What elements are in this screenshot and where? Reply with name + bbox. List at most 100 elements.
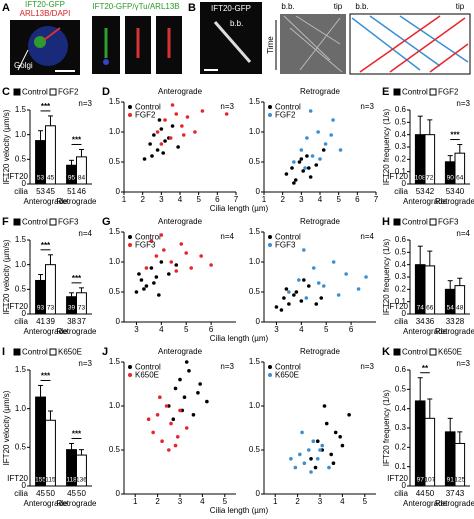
count-label: 136	[76, 477, 87, 484]
legend-label: FGF3	[58, 218, 79, 227]
cilia-count: 53	[416, 187, 425, 196]
point	[299, 299, 304, 303]
n-label: n=4	[360, 232, 374, 241]
x-tick-label: 2	[155, 497, 160, 506]
point	[305, 154, 309, 158]
n-label: n=4	[220, 232, 234, 241]
y-axis-label: IFT20 velocity (µm/s)	[2, 109, 11, 184]
point	[297, 278, 301, 282]
point	[180, 124, 184, 128]
legend-marker	[128, 243, 132, 247]
legend-marker	[128, 105, 132, 109]
point	[344, 272, 348, 276]
significance-label: ***	[41, 372, 51, 381]
image-title: IFT20-GFP	[25, 0, 65, 9]
point	[151, 430, 155, 435]
y-tick-label: 1.0	[15, 404, 27, 413]
x-tick-label: 4	[178, 195, 183, 204]
n-label: n=3	[360, 362, 374, 371]
cilia-row-label: cilia	[394, 489, 408, 498]
point	[144, 266, 149, 270]
point	[311, 266, 316, 270]
y-tick-label: 0.6	[395, 235, 407, 244]
y-tick-label: 0	[402, 481, 407, 490]
count-label: 91	[447, 477, 455, 484]
y-tick-label: 1.0	[15, 260, 27, 269]
category-label: Anterograde	[403, 499, 448, 508]
panel-letter: D	[102, 86, 110, 98]
legend-marker	[268, 243, 272, 247]
x-tick-label: 4	[318, 195, 323, 204]
panel-letter: E	[382, 86, 389, 98]
y-tick-label: 1.5	[15, 235, 27, 244]
point	[142, 157, 147, 161]
n-label: n=3	[456, 99, 470, 108]
point	[305, 136, 309, 140]
point	[142, 287, 146, 291]
subplot-title: Anterograde	[158, 87, 203, 96]
legend-marker	[268, 113, 272, 117]
point	[336, 293, 341, 297]
count-label: 108	[415, 175, 426, 182]
cilium-image	[200, 2, 262, 74]
panel-letter: F	[2, 216, 9, 228]
y-tick-label: 1.5	[249, 227, 261, 236]
point	[314, 302, 319, 306]
x-tick-label: 6	[349, 325, 354, 334]
point	[170, 124, 175, 128]
legend-marker	[268, 365, 272, 369]
y-tick-label: 0.5	[15, 442, 27, 451]
point	[171, 417, 176, 422]
legend-swatch	[393, 218, 401, 226]
point	[154, 254, 159, 258]
cilia-count: 39	[46, 317, 55, 326]
point	[176, 145, 180, 149]
point	[315, 439, 320, 444]
point	[313, 465, 318, 470]
cilia-count: 43	[455, 489, 464, 498]
count-label: 155	[35, 477, 46, 484]
category-label: Anterograde	[403, 327, 448, 336]
subplot-title: Retrograde	[300, 347, 341, 356]
point	[282, 296, 286, 300]
y-tick-label: 0.1	[395, 167, 407, 176]
cilia-count: 28	[455, 317, 464, 326]
subplot-title: Retrograde	[300, 87, 341, 96]
point	[299, 148, 304, 152]
y-tick-label: 1.0	[249, 127, 261, 136]
count-label: 39	[68, 305, 76, 312]
panel-letter: I	[2, 346, 5, 358]
point	[174, 269, 179, 273]
point	[333, 430, 338, 435]
point	[162, 248, 166, 252]
point	[292, 181, 296, 185]
category-label: Anterograde	[23, 499, 68, 508]
golgi-signal	[34, 36, 46, 48]
x-tick-label: 1	[262, 195, 267, 204]
category-label: Anterograde	[23, 197, 68, 206]
point	[193, 130, 197, 134]
cilia-count: 37	[77, 317, 86, 326]
count-label: 54	[447, 305, 455, 312]
y-tick-label: 0.6	[395, 105, 407, 114]
x-tick-label: 5	[184, 325, 189, 334]
cilia-row-label: cilia	[394, 187, 408, 196]
point	[146, 417, 151, 422]
x-tick-label: 2	[140, 195, 145, 204]
legend-label: FGF2	[58, 88, 79, 97]
kymograph-tracks	[283, 15, 343, 73]
legend-marker	[128, 373, 132, 377]
image-subtitle: ARL13B/DAPI	[20, 9, 71, 18]
point	[137, 272, 141, 276]
y-tick-label: 0.5	[15, 284, 27, 293]
point	[287, 302, 291, 306]
point	[307, 448, 311, 452]
point	[159, 142, 164, 146]
point	[331, 461, 336, 466]
point	[338, 148, 343, 152]
bar	[35, 396, 47, 487]
point	[289, 457, 293, 461]
legend-label: Control	[275, 363, 301, 372]
point	[152, 281, 156, 285]
